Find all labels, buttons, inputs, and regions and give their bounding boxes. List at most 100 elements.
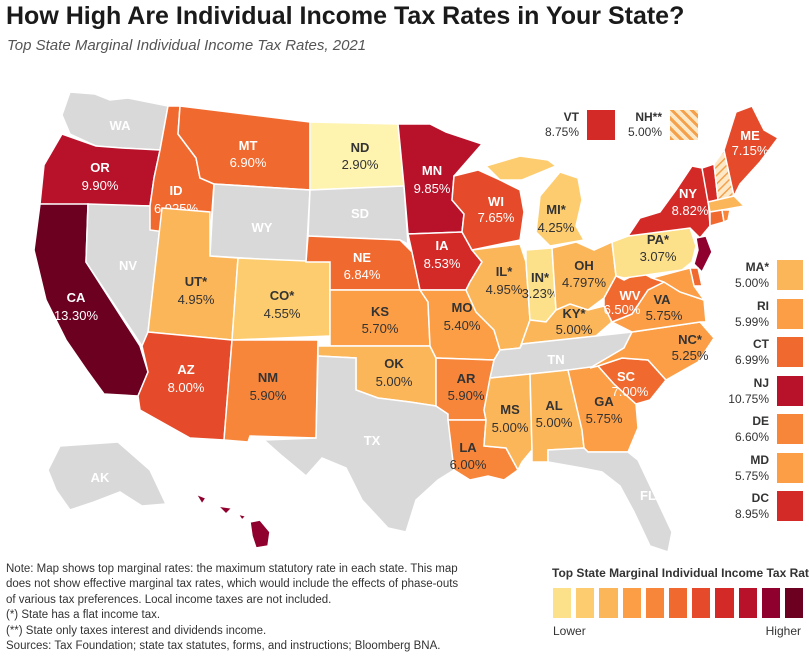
state-label-rate: 13.30% — [54, 308, 99, 323]
state-label-rate: 6.84% — [344, 267, 381, 282]
state-label-rate: 9.85% — [414, 181, 451, 196]
state-label-abbr: ME — [740, 128, 760, 143]
state-WY: WY — [209, 183, 311, 263]
state-label-rate: 4.25% — [538, 220, 575, 235]
state-TX: TX — [262, 355, 455, 533]
small-state-row: NJ 10.75% — [712, 374, 807, 414]
small-state-rate: 6.99% — [734, 353, 769, 367]
note-line: Sources: Tax Foundation; state tax statu… — [6, 640, 441, 653]
small-state-abbr: DC — [751, 491, 769, 505]
legend-swatch — [715, 588, 734, 618]
state-NE: NE 6.84% — [305, 235, 421, 291]
state-label-rate: 8.53% — [424, 256, 461, 271]
note-line: (**) State only taxes interest and divid… — [6, 624, 267, 637]
state-label-rate: 5.00% — [492, 420, 529, 435]
legend-swatch — [553, 588, 572, 618]
small-state-swatch — [777, 375, 803, 406]
state-MO: MO 5.40% — [418, 289, 501, 361]
inset-nh-swatch — [670, 110, 698, 140]
legend-color-scale — [553, 588, 804, 618]
inset-vt-rate: 8.75% — [544, 125, 579, 139]
state-label-abbr: VA — [653, 292, 671, 307]
state-AZ: AZ 8.00% — [137, 331, 233, 441]
state-label-abbr: WI — [488, 194, 504, 209]
state-label-rate: 11.00% — [206, 537, 250, 552]
small-state-row: DE 6.60% — [712, 412, 807, 452]
state-label-abbr: TN — [547, 352, 564, 367]
map-note: Note: Map shows top marginal rates: the … — [6, 562, 526, 654]
small-state-swatch — [777, 260, 803, 290]
state-HI: HI 11.00% — [194, 492, 271, 552]
small-state-swatch — [777, 491, 803, 521]
small-state-abbr: MD — [750, 452, 769, 467]
state-label-rate: 4.797% — [562, 275, 607, 290]
state-label-abbr: ID — [170, 183, 183, 198]
legend-swatch — [576, 588, 595, 618]
small-state-swatch — [777, 298, 803, 329]
state-label-abbr: WA — [110, 118, 132, 133]
state-label-abbr: AZ — [177, 362, 194, 377]
state-label-rate: 2.90% — [342, 157, 379, 172]
inset-nh-rate: 5.00% — [627, 125, 662, 139]
small-state-row: MD 5.75% — [712, 451, 807, 491]
state-RI — [721, 209, 731, 224]
state-label-rate: 4.55% — [264, 306, 301, 321]
note-line: (*) State has a flat income tax. — [6, 609, 161, 622]
small-state-abbr: DE — [752, 414, 769, 428]
state-label-abbr: KY* — [562, 306, 586, 321]
state-label-abbr: AK — [91, 470, 110, 485]
state-CA: CA 13.30% — [33, 203, 149, 397]
state-label-abbr: PA* — [647, 232, 670, 247]
state-label-rate: 8.82% — [672, 203, 709, 218]
legend-swatch — [784, 588, 804, 618]
state-label-abbr: KS — [371, 304, 389, 319]
state-WI: WI 7.65% — [451, 169, 525, 251]
state-label-abbr: WV — [620, 288, 641, 303]
state-label-abbr: AR — [457, 371, 476, 386]
state-KS: KS 5.70% — [329, 289, 431, 347]
legend-swatch — [645, 588, 664, 618]
state-label-abbr: IL* — [496, 264, 514, 279]
state-label-abbr: UT* — [185, 274, 208, 289]
state-label-rate: 5.00% — [536, 415, 573, 430]
state-label-rate: 4.95% — [486, 282, 523, 297]
note-line: Note: Map shows top marginal rates: the … — [6, 563, 458, 575]
state-CO: CO* 4.55% — [231, 257, 331, 341]
small-state-row: MA* 5.00% — [712, 258, 807, 298]
small-state-rate: 5.75% — [734, 468, 769, 483]
map-title: How High Are Individual Income Tax Rates… — [6, 2, 685, 30]
state-AK: AK — [47, 441, 168, 511]
state-SD: SD — [307, 185, 409, 246]
small-state-swatch — [777, 414, 803, 444]
state-label-rate: 5.90% — [250, 388, 287, 403]
state-label-abbr: MN — [422, 163, 442, 178]
legend-swatch — [761, 588, 780, 618]
us-state-map: WA OR 9.90% CA 13.30% NV ID 6.925% MT 6.… — [33, 91, 780, 553]
small-state-abbr: CT — [753, 337, 769, 351]
inset-nh-abbr: NH** — [635, 110, 662, 124]
state-label-rate: 5.00% — [376, 374, 413, 389]
state-MS: MS 5.00% — [483, 373, 533, 472]
state-OR: OR 9.90% — [39, 133, 161, 207]
inset-nh: NH** 5.00% — [605, 110, 698, 140]
state-label-rate: 5.25% — [672, 348, 709, 363]
state-VA: VA 5.75% — [610, 281, 707, 333]
state-NC: NC* 5.25% — [589, 321, 715, 381]
state-label-abbr: WY — [252, 220, 273, 235]
state-label-rate: 5.75% — [586, 411, 623, 426]
state-NM: NM 5.90% — [223, 339, 319, 443]
state-GA: GA 5.75% — [567, 365, 639, 453]
legend-swatch — [692, 588, 711, 618]
small-state-abbr: RI — [757, 298, 769, 313]
state-label-rate: 6.00% — [450, 457, 487, 472]
state-label-rate: 6.90% — [230, 155, 267, 170]
legend-swatch — [599, 588, 618, 618]
state-label-rate: 7.00% — [612, 384, 649, 399]
state-label-abbr: NM — [258, 370, 278, 385]
state-label-rate: 9.90% — [82, 178, 119, 193]
small-state-swatch — [777, 452, 803, 483]
state-SC: SC 7.00% — [596, 357, 667, 405]
state-label-rate: 3.07% — [640, 249, 677, 264]
state-label-abbr: GA — [594, 394, 614, 409]
small-state-abbr: MA* — [745, 260, 769, 274]
